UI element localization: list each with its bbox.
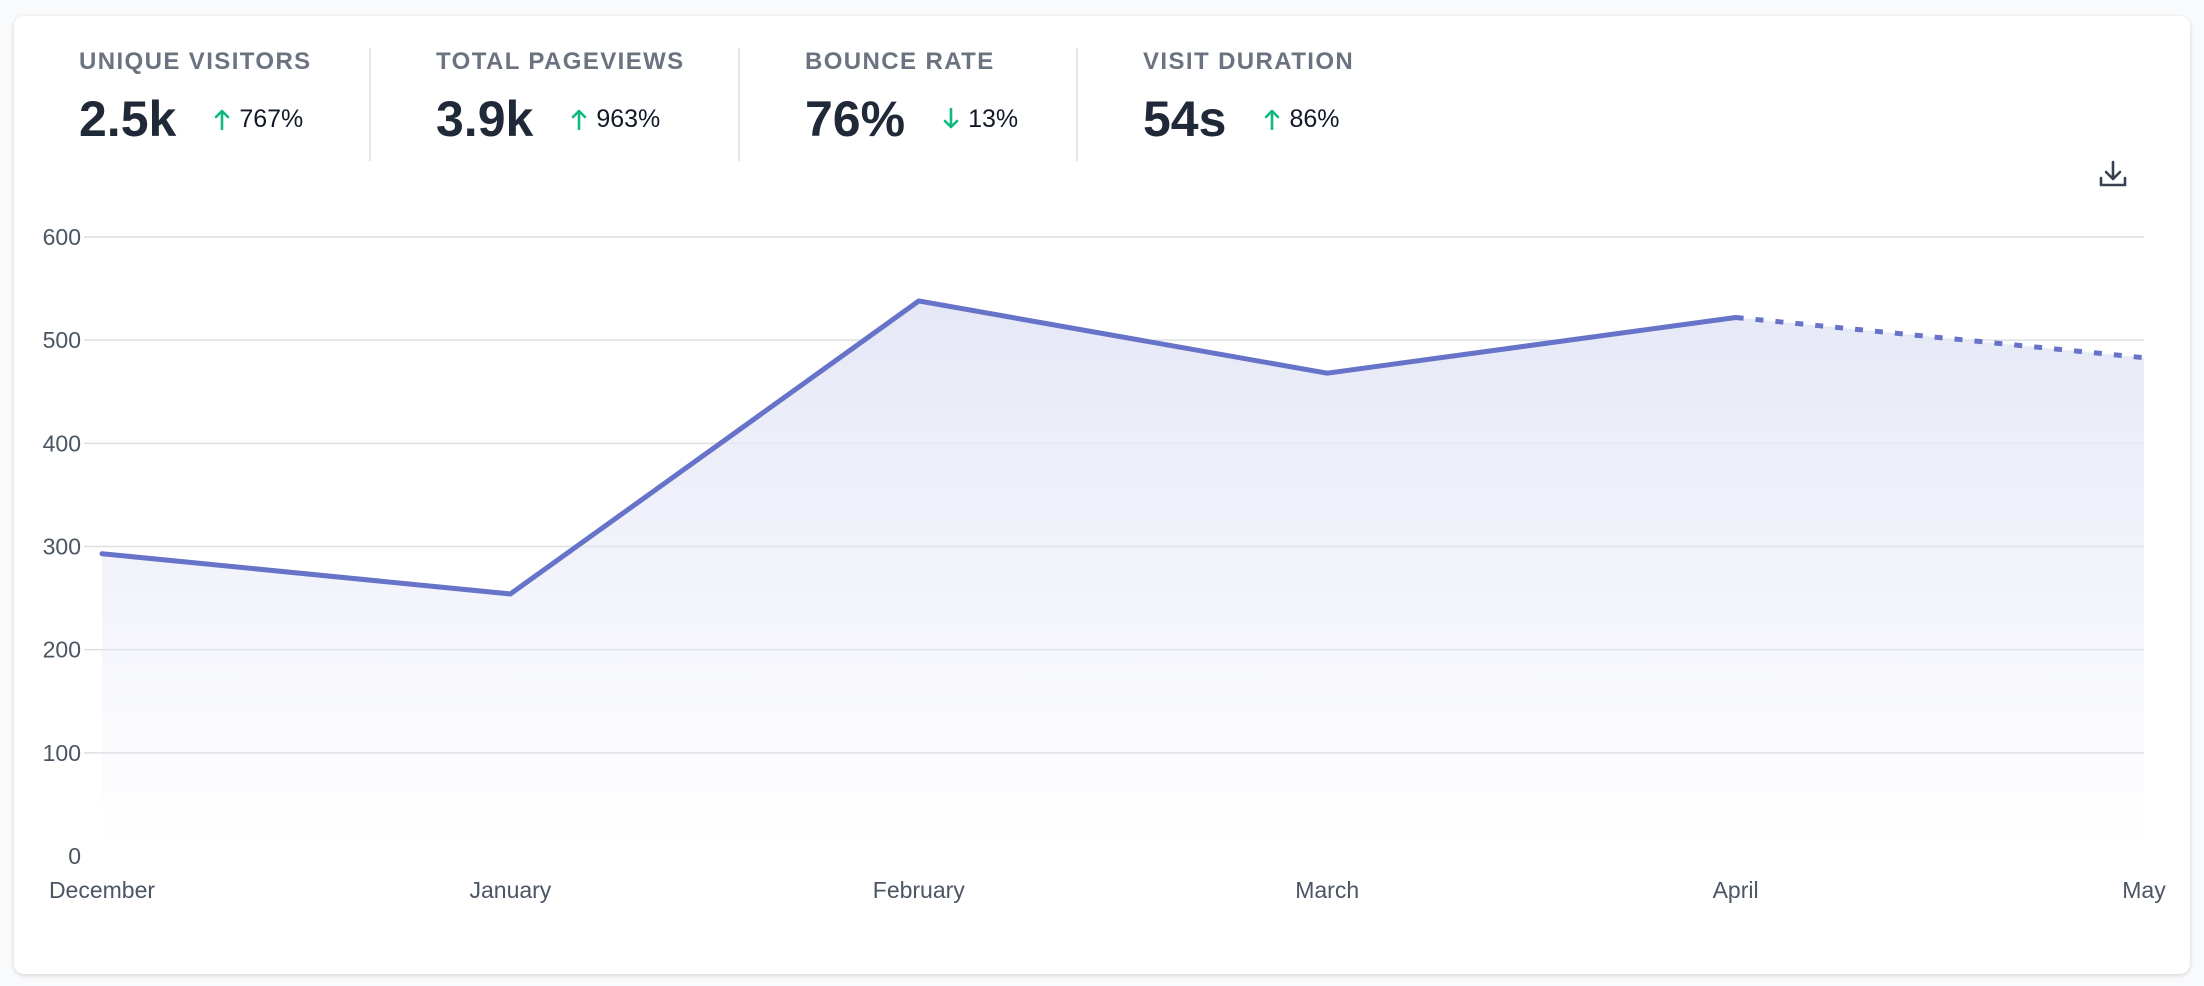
x-tick-label: February xyxy=(873,877,966,903)
stat-visit-duration[interactable]: VISIT DURATION 54s 86% xyxy=(1143,48,1354,148)
y-tick-label: 100 xyxy=(43,740,81,766)
series-area xyxy=(102,300,2144,846)
stat-label: TOTAL PAGEVIEWS xyxy=(436,48,685,75)
stat-change: 86% xyxy=(1264,105,1339,134)
stat-unique-visitors[interactable]: UNIQUE VISITORS 2.5k 767% xyxy=(79,48,312,148)
data-point xyxy=(507,591,513,597)
stat-change-value: 767% xyxy=(239,104,304,133)
y-tick-label: 500 xyxy=(43,327,81,353)
stat-change: 13% xyxy=(943,105,1018,134)
arrow-up-icon xyxy=(1265,109,1280,130)
y-tick-label: 200 xyxy=(43,637,81,663)
visitors-card: UNIQUE VISITORS 2.5k 767% TOTAL PAGEVIEW… xyxy=(14,16,2190,974)
stat-value: 76% xyxy=(805,91,906,147)
series-line xyxy=(99,298,1739,597)
visitors-line-chart: 0 100 200 300 400 500 600 December January Februa… xyxy=(43,224,2167,903)
download-icon[interactable] xyxy=(2095,156,2131,192)
data-point xyxy=(99,551,105,557)
data-point xyxy=(2141,355,2147,361)
y-tick-label: 0 xyxy=(68,843,81,869)
y-tick-label: 300 xyxy=(43,534,81,560)
x-tick-label: January xyxy=(469,877,551,903)
stat-divider xyxy=(369,48,371,161)
x-tick-label: April xyxy=(1713,877,1759,903)
series-line-incomplete xyxy=(1735,314,2145,361)
stat-change: 767% xyxy=(214,105,303,134)
stat-label: BOUNCE RATE xyxy=(805,48,995,75)
stat-change-value: 963% xyxy=(596,104,661,133)
arrow-up-icon xyxy=(215,109,230,130)
data-point xyxy=(916,298,922,304)
stat-change: 963% xyxy=(571,105,660,134)
y-tick-label: 600 xyxy=(43,224,81,250)
top-stats: UNIQUE VISITORS 2.5k 767% TOTAL PAGEVIEW… xyxy=(14,16,2190,196)
stat-bounce-rate[interactable]: BOUNCE RATE 76% 13% xyxy=(805,48,1018,148)
stat-change-value: 13% xyxy=(968,104,1019,133)
stat-divider xyxy=(1076,48,1078,161)
y-tick-label: 400 xyxy=(43,430,81,456)
stat-label: VISIT DURATION xyxy=(1143,48,1355,75)
stat-divider xyxy=(738,48,740,161)
x-tick-label: May xyxy=(2122,877,2166,903)
arrow-up-icon xyxy=(572,109,587,130)
x-tick-label: December xyxy=(49,877,155,903)
data-point xyxy=(1324,370,1330,376)
stat-value: 54s xyxy=(1143,91,1227,147)
arrow-down-icon xyxy=(943,108,959,129)
stat-label: UNIQUE VISITORS xyxy=(79,48,312,75)
stat-change-value: 86% xyxy=(1289,104,1340,133)
x-tick-label: March xyxy=(1295,877,1359,903)
stat-total-pageviews[interactable]: TOTAL PAGEVIEWS 3.9k 963% xyxy=(436,48,685,148)
stat-value: 3.9k xyxy=(436,91,534,147)
data-point xyxy=(1733,314,1739,320)
stat-value: 2.5k xyxy=(79,91,177,147)
